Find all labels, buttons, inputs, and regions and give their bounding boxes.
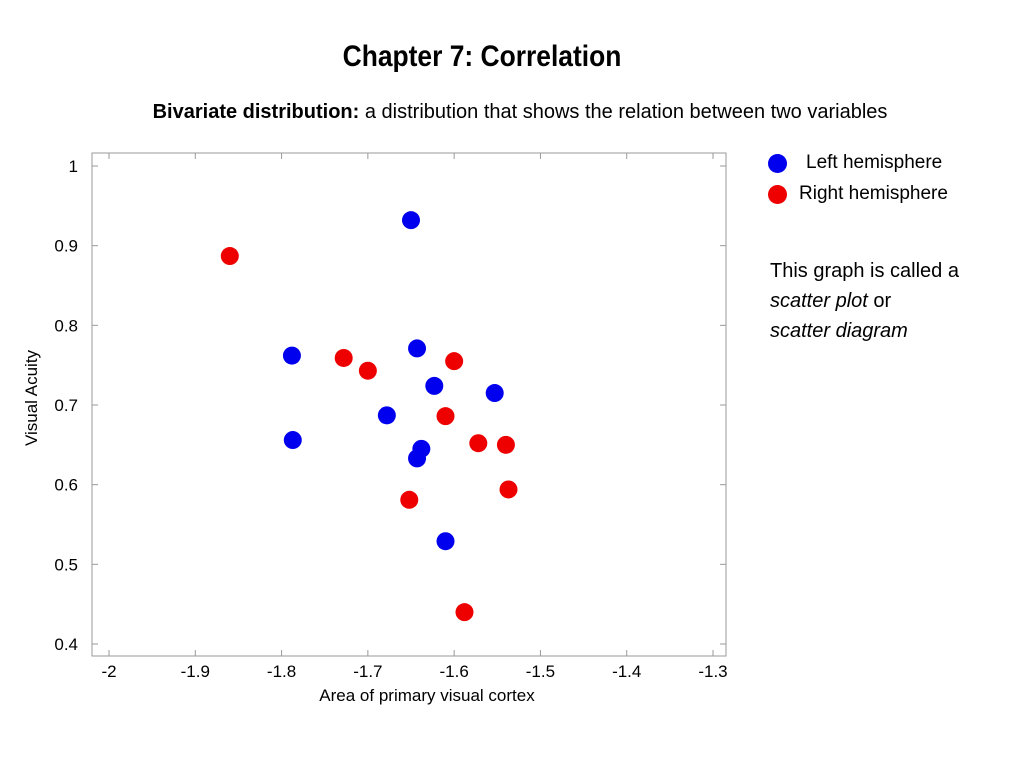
x-tick-label: -1.8 [267,662,296,681]
right-hemisphere-point [358,361,377,380]
left-hemisphere-point [425,376,444,395]
right-hemisphere-point [334,348,353,367]
left-hemisphere-point [283,431,302,450]
right-hemisphere-point [436,407,455,426]
x-tick-label: -1.7 [353,662,382,681]
x-tick-label: -2 [101,662,116,681]
legend-marker-right [768,185,787,204]
slide-subtitle: Bivariate distribution: a distribution t… [0,101,1024,124]
right-hemisphere-point [496,435,515,454]
y-axis: 0.4 0.5 0.6 0.7 0.8 0.9 1 [54,157,726,654]
note-line-1: This graph is called a [770,260,959,282]
right-hemisphere-point [445,352,464,371]
x-tick-label: -1.9 [181,662,210,681]
x-tick-label: -1.3 [698,662,727,681]
y-tick-label: 0.5 [54,555,78,574]
y-tick-label: 0.4 [54,635,78,654]
left-hemisphere-point [436,532,455,551]
subtitle-definition: a distribution that shows the relation b… [359,101,888,123]
legend-label-right: Right hemisphere [799,183,948,204]
y-tick-label: 0.7 [54,396,78,415]
y-tick-label: 1 [69,157,78,176]
note-term-scatter-diagram: scatter diagram [770,320,908,342]
y-tick-label: 0.8 [54,316,78,335]
note-or: or [867,290,892,312]
left-hemisphere-point [282,346,301,365]
left-hemisphere-point [408,339,427,358]
subtitle-term: Bivariate distribution: [152,101,360,123]
x-tick-label: -1.5 [526,662,555,681]
y-tick-label: 0.6 [54,476,78,495]
right-hemisphere-point [455,603,474,622]
y-tick-label: 0.9 [54,237,78,256]
scatter-plot-note: This graph is called a scatter plot or s… [770,256,959,346]
left-hemisphere-point [408,449,427,468]
x-axis-label: Area of primary visual cortex [319,686,535,705]
x-tick-label: -1.6 [439,662,468,681]
left-hemisphere-point [402,211,420,230]
left-hemisphere-point [485,384,504,403]
legend-marker-left [768,154,787,173]
note-term-scatter-plot: scatter plot [770,290,868,312]
x-axis: -2 -1.9 -1.8 -1.7 -1.6 -1.5 -1.4 -1.3 [101,153,728,681]
legend-label-left: Left hemisphere [806,152,943,173]
note-line-2: scatter plot or [770,286,959,316]
right-hemisphere-point [499,480,518,499]
x-tick-label: -1.4 [612,662,641,681]
right-hemisphere-point [220,247,239,266]
note-line-3: scatter diagram [770,316,959,346]
right-hemisphere-point [400,490,419,509]
y-axis-label: Visual Acuity [22,349,41,446]
data-points [220,211,518,622]
right-hemisphere-point [469,434,488,453]
left-hemisphere-point [377,406,396,425]
slide-title: Chapter 7: Correlation [342,40,622,73]
